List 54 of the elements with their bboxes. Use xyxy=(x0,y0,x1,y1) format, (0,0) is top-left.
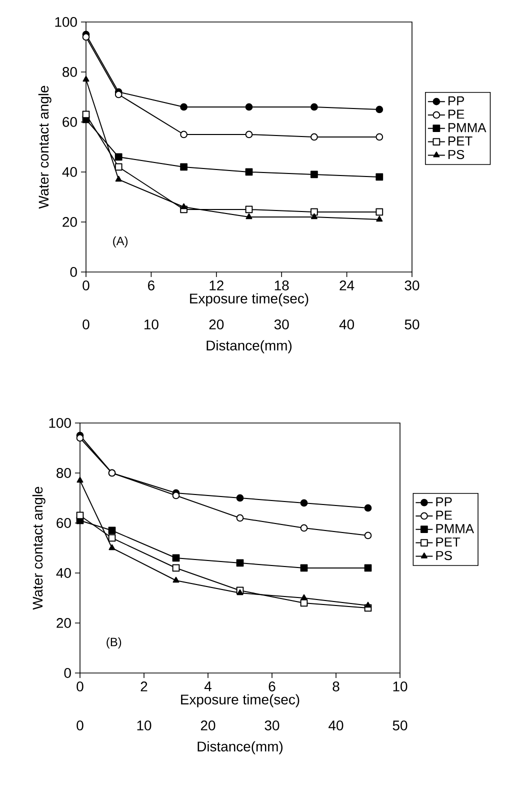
x-tick-label: 30 xyxy=(404,280,420,290)
legend-label: PET xyxy=(448,136,472,146)
legend-label: PS xyxy=(436,550,452,560)
x2-axis-title: Distance(mm) xyxy=(198,741,283,754)
y-tick-label: 60 xyxy=(56,518,71,528)
y-tick-label: 80 xyxy=(62,67,77,77)
legend-label: PP xyxy=(436,497,452,506)
y-tick-label: 60 xyxy=(62,117,77,127)
x2-tick-label: 30 xyxy=(274,320,289,330)
x2-tick-label: 30 xyxy=(264,720,280,730)
x-tick-label: 24 xyxy=(340,280,354,290)
x2-tick-label: 50 xyxy=(392,720,408,730)
x2-tick-label: 40 xyxy=(339,320,354,330)
x2-tick-label: 0 xyxy=(76,720,84,730)
legend-label: PS xyxy=(448,150,464,160)
y-tick-label: 40 xyxy=(56,568,71,578)
x2-tick-label: 50 xyxy=(404,320,420,330)
x-tick-label: 12 xyxy=(210,280,224,290)
y-tick-label: 0 xyxy=(64,668,71,678)
x-tick-label: 2 xyxy=(140,682,148,692)
x-tick-label: 0 xyxy=(82,280,90,290)
x-axis-title: Exposure time(sec) xyxy=(190,293,308,306)
y-tick-label: 0 xyxy=(70,267,77,277)
y-tick-label: 20 xyxy=(56,618,71,628)
x-axis-title: Exposure time(sec) xyxy=(181,694,300,708)
legend-label: PMMA xyxy=(448,123,486,132)
legend-label: PP xyxy=(448,96,464,106)
x-tick-label: 6 xyxy=(268,682,276,692)
legend-label: PE xyxy=(436,510,452,520)
x2-tick-label: 40 xyxy=(328,720,344,730)
x2-tick-label: 10 xyxy=(137,720,152,730)
x2-tick-label: 10 xyxy=(144,320,158,330)
x2-tick-label: 20 xyxy=(200,720,216,730)
legend-label: PMMA xyxy=(436,524,474,534)
x-tick-label: 18 xyxy=(274,280,289,290)
x2-tick-label: 0 xyxy=(82,320,90,330)
x-tick-label: 6 xyxy=(148,280,154,290)
legend-label: PET xyxy=(436,538,460,546)
y-tick-label: 100 xyxy=(49,418,71,428)
x-tick-label: 8 xyxy=(332,682,340,692)
x2-tick-label: 20 xyxy=(209,320,224,330)
annotation: (B) xyxy=(106,637,122,649)
y-tick-label: 100 xyxy=(55,17,77,27)
legend-label: PE xyxy=(448,110,464,119)
y-tick-label: 80 xyxy=(56,468,71,478)
x2-axis-title: Distance(mm) xyxy=(206,340,292,354)
y-axis-title: Water contact angle xyxy=(38,86,52,209)
y-tick-label: 20 xyxy=(62,217,77,227)
x-tick-label: 4 xyxy=(204,682,212,692)
y-tick-label: 40 xyxy=(62,167,77,177)
y-axis-title: Water contact angle xyxy=(32,486,46,610)
x-tick-label: 0 xyxy=(76,682,84,692)
x-tick-label: 10 xyxy=(393,682,408,692)
annotation: (A) xyxy=(113,236,128,248)
